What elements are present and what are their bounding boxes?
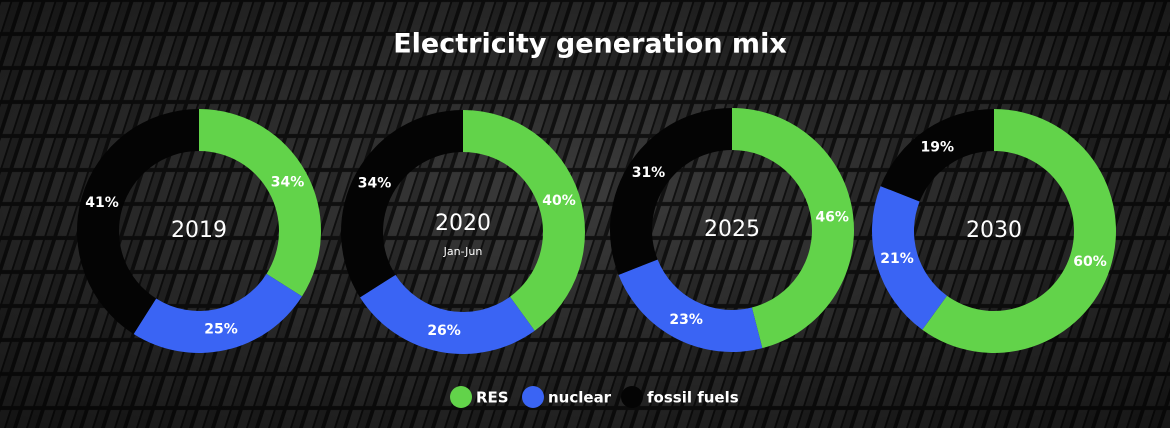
value-label: 26% <box>427 323 461 339</box>
donut-title: 2025 <box>704 217 760 242</box>
donut-title: 2020 <box>435 211 491 236</box>
value-label: 46% <box>815 209 849 225</box>
donut-subtitle: Jan-Jun <box>443 245 483 258</box>
legend-swatch <box>450 386 472 408</box>
value-label: 31% <box>632 165 666 181</box>
legend-label: RES <box>476 389 509 407</box>
donut-title: 2019 <box>171 218 227 243</box>
value-label: 60% <box>1073 254 1107 270</box>
value-label: 34% <box>271 174 305 190</box>
chart-title: Electricity generation mix <box>393 29 787 60</box>
chart: Electricity generation mix 34% 25% 41% 2019… <box>0 0 1170 428</box>
legend-swatch <box>621 386 643 408</box>
donut-title: 2030 <box>966 218 1022 243</box>
value-label: 25% <box>204 322 238 338</box>
value-label: 21% <box>880 251 914 267</box>
legend-swatch <box>522 386 544 408</box>
value-label: 23% <box>669 312 703 328</box>
background-shade <box>0 0 1170 428</box>
value-label: 41% <box>85 195 119 211</box>
value-label: 19% <box>920 139 954 155</box>
value-label: 40% <box>542 193 576 209</box>
legend-label: nuclear <box>548 389 612 407</box>
legend-label: fossil fuels <box>647 389 739 407</box>
value-label: 34% <box>358 175 392 191</box>
